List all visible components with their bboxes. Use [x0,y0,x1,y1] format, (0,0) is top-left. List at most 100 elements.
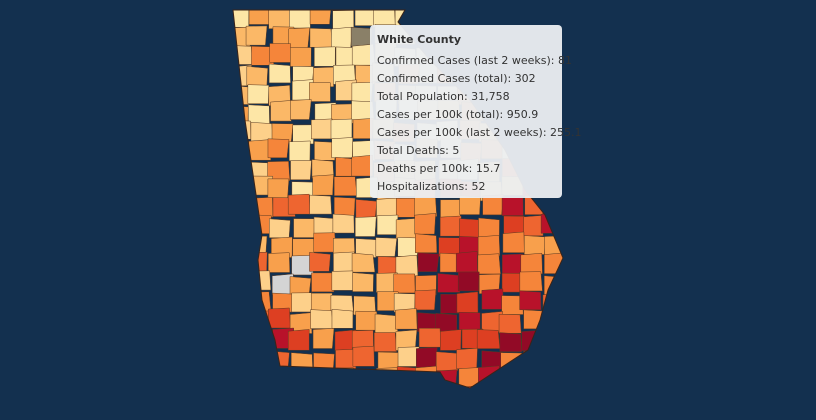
county[interactable] [289,9,311,29]
county[interactable] [519,271,543,292]
county[interactable] [270,100,292,122]
county[interactable] [544,329,566,349]
county[interactable] [562,179,584,200]
county[interactable] [288,27,311,49]
county[interactable] [230,386,252,406]
county[interactable] [567,85,588,105]
county[interactable] [267,161,291,181]
county[interactable] [290,47,312,67]
county[interactable] [395,217,418,240]
county[interactable] [565,329,588,349]
county[interactable] [540,390,562,410]
county[interactable] [393,273,416,294]
county[interactable] [290,160,312,180]
county[interactable] [523,235,546,255]
county[interactable] [290,99,312,120]
county[interactable] [523,214,545,237]
county[interactable] [419,8,441,28]
county[interactable] [500,352,523,372]
county[interactable] [502,7,525,27]
county[interactable] [478,217,500,238]
county[interactable] [287,329,310,351]
county[interactable] [332,384,354,404]
county[interactable] [566,371,588,390]
county[interactable] [435,369,458,390]
county[interactable] [309,5,332,25]
county[interactable] [351,252,376,273]
county[interactable] [519,290,542,311]
county[interactable] [333,196,356,217]
county[interactable] [230,45,253,65]
county[interactable] [227,274,249,295]
county[interactable] [331,137,354,158]
county[interactable] [481,288,504,310]
county[interactable] [458,311,481,332]
county[interactable] [291,367,314,387]
county[interactable] [226,233,248,254]
county[interactable] [397,237,420,257]
county[interactable] [415,233,438,253]
county[interactable] [333,176,358,196]
county[interactable] [395,197,418,218]
county[interactable] [415,384,438,406]
county[interactable] [351,368,373,389]
county[interactable] [227,176,250,197]
county[interactable] [245,25,268,46]
county[interactable] [251,196,274,218]
county[interactable] [246,66,269,86]
county[interactable] [561,218,583,238]
county[interactable] [502,231,525,253]
county[interactable] [331,309,354,329]
county[interactable] [439,329,462,351]
county[interactable] [418,327,442,348]
county[interactable] [563,385,586,406]
county[interactable] [457,271,480,292]
county[interactable] [268,252,291,273]
county[interactable] [314,46,336,67]
county[interactable] [230,252,252,274]
county[interactable] [230,159,252,180]
county[interactable] [309,389,330,408]
county[interactable] [268,307,291,329]
county[interactable] [288,140,311,161]
county[interactable] [231,370,252,391]
county[interactable] [355,199,378,219]
county[interactable] [523,351,545,371]
county[interactable] [248,5,271,25]
county[interactable] [414,213,436,235]
county[interactable] [482,7,504,27]
county[interactable] [524,195,548,215]
county[interactable] [291,292,313,313]
county[interactable] [566,311,588,330]
county[interactable] [245,251,268,272]
county[interactable] [350,26,373,47]
county[interactable] [247,291,272,312]
county[interactable] [562,237,584,258]
county[interactable] [313,352,335,373]
county[interactable] [521,329,545,351]
county[interactable] [332,367,355,388]
county[interactable] [373,388,394,408]
county[interactable] [332,213,355,234]
county[interactable] [250,122,274,142]
county[interactable] [245,365,268,387]
county[interactable] [356,386,378,408]
county[interactable] [501,295,524,315]
county[interactable] [292,124,314,145]
county[interactable] [354,216,377,237]
county[interactable] [332,10,355,30]
county[interactable] [564,158,585,177]
county[interactable] [375,237,398,257]
county[interactable] [309,27,333,48]
county[interactable] [415,346,438,368]
county[interactable] [435,351,459,371]
county[interactable] [267,387,289,407]
county[interactable] [477,235,501,257]
county[interactable] [455,251,478,273]
county[interactable] [333,251,355,273]
county[interactable] [290,352,314,372]
county[interactable] [561,195,585,216]
county[interactable] [456,5,479,25]
county[interactable] [414,289,437,311]
county[interactable] [311,272,335,293]
